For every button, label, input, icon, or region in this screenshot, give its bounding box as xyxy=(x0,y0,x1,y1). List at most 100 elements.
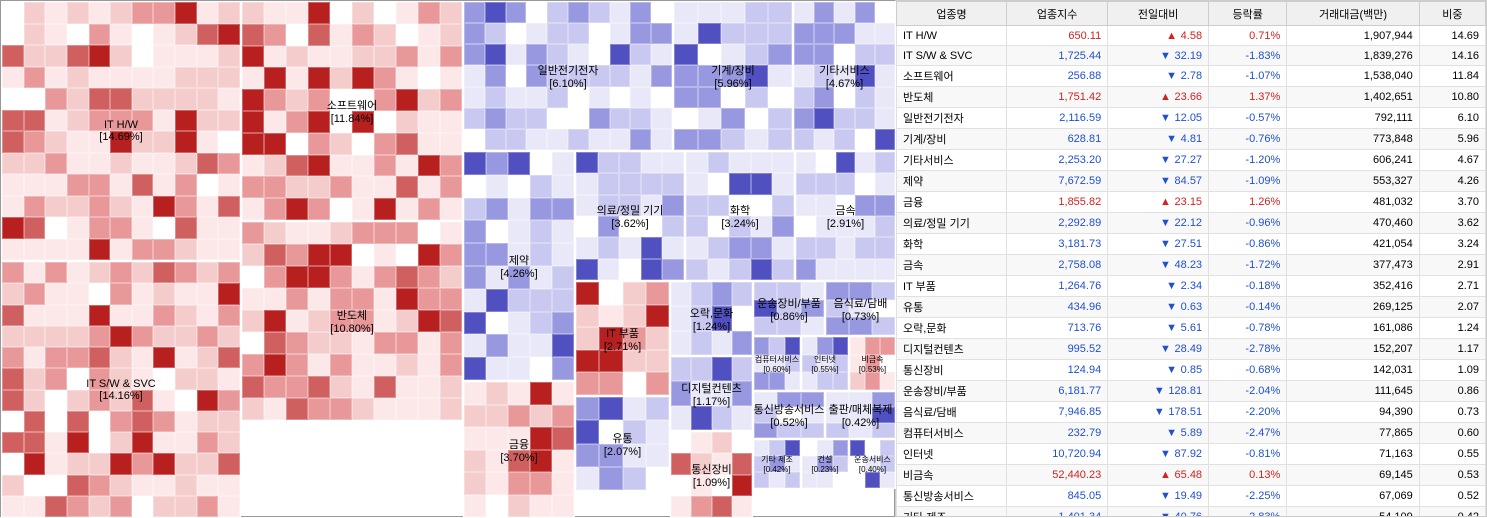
table-row[interactable]: 제약7,672.59▼ 84.57-1.09%553,3274.26 xyxy=(897,171,1486,192)
col-header[interactable]: 거래대금(백만) xyxy=(1287,2,1419,26)
table-row[interactable]: 금융1,855.82▲ 23.151.26%481,0323.70 xyxy=(897,192,1486,213)
treemap-tile[interactable]: 통신장비[1.09%] xyxy=(670,431,753,518)
treemap-tile[interactable]: 소프트웨어[11.84%] xyxy=(241,1,463,221)
table-row[interactable]: 통신장비124.94▼ 0.85-0.68%142,0311.09 xyxy=(897,360,1486,381)
treemap-tile[interactable]: 음식료/담배[0.73%] xyxy=(825,281,896,336)
sector-weight: 0.42 xyxy=(1419,507,1485,518)
table-row[interactable]: 오락,문화713.76▼ 5.61-0.78%161,0861.24 xyxy=(897,318,1486,339)
table-row[interactable]: 소프트웨어256.88▼ 2.78-1.07%1,538,04011.84 xyxy=(897,66,1486,87)
down-arrow-icon: ▼ xyxy=(1153,385,1165,397)
sector-rate: -2.25% xyxy=(1209,486,1287,507)
treemap-tile[interactable]: 디지털컨텐츠[1.17%] xyxy=(670,356,753,431)
sector-change: ▼ 0.63 xyxy=(1108,297,1209,318)
sector-name: 통신방송서비스 xyxy=(897,486,1007,507)
down-arrow-icon: ▼ xyxy=(1159,112,1171,124)
treemap-tile[interactable]: 비금속[0.53%] xyxy=(849,336,896,391)
treemap-tile[interactable]: 금속[2.91%] xyxy=(795,151,896,281)
treemap-tile[interactable]: 컴퓨터서비스[0.60%] xyxy=(753,336,801,391)
table-row[interactable]: IT H/W650.11▲ 4.580.71%1,907,94414.69 xyxy=(897,26,1486,46)
treemap-tile[interactable]: 인터넷[0.55%] xyxy=(801,336,849,391)
sector-weight: 0.86 xyxy=(1419,381,1485,402)
sector-rate: 1.37% xyxy=(1209,87,1287,108)
sector-change: ▼ 27.51 xyxy=(1108,234,1209,255)
table-row[interactable]: 디지털컨텐츠995.52▼ 28.49-2.78%152,2071.17 xyxy=(897,339,1486,360)
tile-label: 운송서비스[0.40%] xyxy=(854,454,891,474)
treemap-tile[interactable]: 기타서비스[4.67%] xyxy=(793,1,896,151)
sector-name: 컴퓨터서비스 xyxy=(897,423,1007,444)
col-header[interactable]: 등락률 xyxy=(1209,2,1287,26)
treemap-tile[interactable]: IT S/W & SVC[14.16%] xyxy=(1,261,241,518)
sector-change: ▼ 5.89 xyxy=(1108,423,1209,444)
sector-weight: 11.84 xyxy=(1419,66,1485,87)
down-arrow-icon: ▼ xyxy=(1159,50,1171,62)
table-row[interactable]: 컴퓨터서비스232.79▼ 5.89-2.47%77,8650.60 xyxy=(897,423,1486,444)
table-row[interactable]: 통신방송서비스845.05▼ 19.49-2.25%67,0690.52 xyxy=(897,486,1486,507)
sector-change: ▼ 5.61 xyxy=(1108,318,1209,339)
table-row[interactable]: IT 부품1,264.76▼ 2.34-0.18%352,4162.71 xyxy=(897,276,1486,297)
table-row[interactable]: 기타서비스2,253.20▼ 27.27-1.20%606,2414.67 xyxy=(897,150,1486,171)
up-arrow-icon: ▲ xyxy=(1166,30,1178,42)
table-row[interactable]: 운송장비/부품6,181.77▼ 128.81-2.04%111,6450.86 xyxy=(897,381,1486,402)
down-arrow-icon: ▼ xyxy=(1166,301,1178,313)
treemap-tile[interactable]: 일반전기전자[6.10%] xyxy=(463,1,673,151)
sector-index: 7,672.59 xyxy=(1007,171,1108,192)
up-arrow-icon: ▲ xyxy=(1159,91,1171,103)
treemap-tile[interactable]: 운송장비/부품[0.86%] xyxy=(753,281,825,336)
treemap-tile[interactable]: 건설[0.23%] xyxy=(801,439,849,489)
sector-change: ▼ 2.34 xyxy=(1108,276,1209,297)
col-header[interactable]: 업종지수 xyxy=(1007,2,1108,26)
tile-label: 건설[0.23%] xyxy=(811,454,838,474)
table-row[interactable]: 금속2,758.08▼ 48.23-1.72%377,4732.91 xyxy=(897,255,1486,276)
sector-name: 제약 xyxy=(897,171,1007,192)
down-arrow-icon: ▼ xyxy=(1159,448,1171,460)
treemap-tile[interactable]: 반도체[10.80%] xyxy=(241,221,463,421)
sector-treemap[interactable]: IT H/W[14.69%]소프트웨어[11.84%]IT S/W & SVC[… xyxy=(0,0,895,517)
treemap-tile[interactable]: 오락,문화[1.24%] xyxy=(670,281,753,356)
treemap-tile[interactable]: 출판/매체복제[0.42%] xyxy=(825,391,896,439)
col-header[interactable]: 업종명 xyxy=(897,2,1007,26)
table-row[interactable]: 인터넷10,720.94▼ 87.92-0.81%71,1630.55 xyxy=(897,444,1486,465)
treemap-tile[interactable]: IT H/W[14.69%] xyxy=(1,1,241,261)
table-row[interactable]: IT S/W & SVC1,725.44▼ 32.19-1.83%1,839,2… xyxy=(897,46,1486,66)
table-row[interactable]: 반도체1,751.42▲ 23.661.37%1,402,65110.80 xyxy=(897,87,1486,108)
col-header[interactable]: 비중 xyxy=(1419,2,1485,26)
table-row[interactable]: 의료/정밀 기기2,292.89▼ 22.12-0.96%470,4603.62 xyxy=(897,213,1486,234)
sector-volume: 773,848 xyxy=(1287,129,1419,150)
tile-label: 기타서비스[4.67%] xyxy=(819,62,870,90)
sector-name: 금융 xyxy=(897,192,1007,213)
down-arrow-icon: ▼ xyxy=(1166,427,1178,439)
sector-change: ▼ 22.12 xyxy=(1108,213,1209,234)
sector-change: ▲ 23.66 xyxy=(1108,87,1209,108)
sector-volume: 111,645 xyxy=(1287,381,1419,402)
sector-index: 1,264.76 xyxy=(1007,276,1108,297)
treemap-tile[interactable]: 통신방송서비스[0.52%] xyxy=(753,391,825,439)
tile-label: 운송장비/부품[0.86%] xyxy=(757,295,821,323)
table-row[interactable]: 유통434.96▼ 0.63-0.14%269,1252.07 xyxy=(897,297,1486,318)
sector-rate: -0.68% xyxy=(1209,360,1287,381)
table-row[interactable]: 음식료/담배7,946.85▼ 178.51-2.20%94,3900.73 xyxy=(897,402,1486,423)
treemap-tile[interactable]: 기계/장비[5.96%] xyxy=(673,1,793,151)
table-row[interactable]: 일반전기전자2,116.59▼ 12.05-0.57%792,1116.10 xyxy=(897,108,1486,129)
sector-change: ▼ 87.92 xyxy=(1108,444,1209,465)
sector-rate: -1.72% xyxy=(1209,255,1287,276)
treemap-tile[interactable]: 화학[3.24%] xyxy=(685,151,795,281)
treemap-tile[interactable]: 운송서비스[0.40%] xyxy=(849,439,896,489)
treemap-tile[interactable]: 제약[4.26%] xyxy=(463,151,575,381)
treemap-tile[interactable]: 금융[3.70%] xyxy=(463,381,575,518)
treemap-tile[interactable]: 의료/정밀 기기[3.62%] xyxy=(575,151,685,281)
sector-volume: 71,163 xyxy=(1287,444,1419,465)
sector-weight: 6.10 xyxy=(1419,108,1485,129)
treemap-tile[interactable]: 기타 제조[0.42%] xyxy=(753,439,801,489)
table-row[interactable]: 기타 제조1,401.34▼ 40.76-2.83%54,1090.42 xyxy=(897,507,1486,518)
table-row[interactable]: 비금속52,440.23▲ 65.480.13%69,1450.53 xyxy=(897,465,1486,486)
sector-rate: -0.96% xyxy=(1209,213,1287,234)
sector-change: ▲ 23.15 xyxy=(1108,192,1209,213)
sector-name: IT H/W xyxy=(897,26,1007,46)
down-arrow-icon: ▼ xyxy=(1166,70,1178,82)
treemap-tile[interactable]: IT 부품[2.71%] xyxy=(575,281,670,396)
col-header[interactable]: 전일대비 xyxy=(1108,2,1209,26)
treemap-tile[interactable]: 유통[2.07%] xyxy=(575,396,670,491)
table-row[interactable]: 화학3,181.73▼ 27.51-0.86%421,0543.24 xyxy=(897,234,1486,255)
table-row[interactable]: 기계/장비628.81▼ 4.81-0.76%773,8485.96 xyxy=(897,129,1486,150)
down-arrow-icon: ▼ xyxy=(1159,490,1171,502)
